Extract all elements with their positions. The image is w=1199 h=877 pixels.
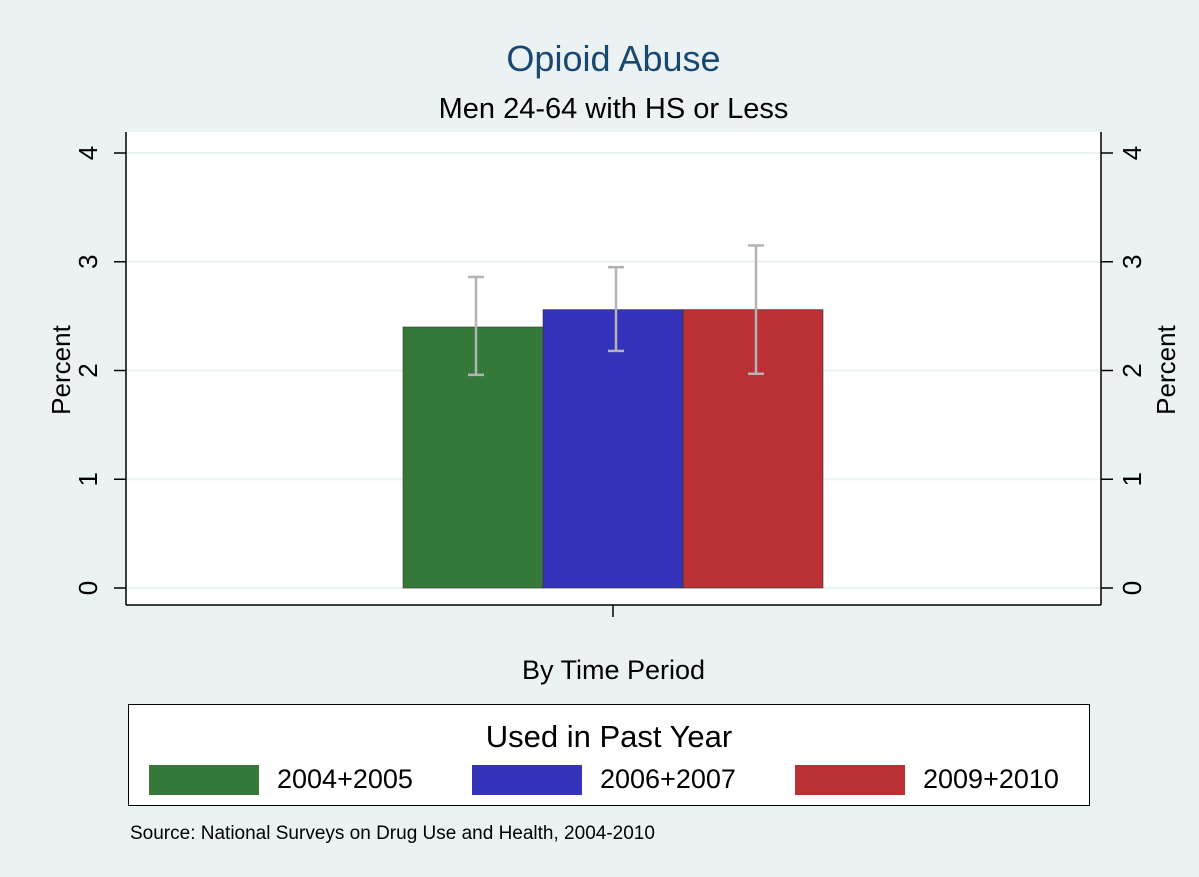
y-tick-label-right: 2 bbox=[1117, 363, 1147, 377]
y-tick-label-left: 0 bbox=[73, 581, 103, 595]
legend-swatch bbox=[149, 765, 259, 795]
legend-label: 2009+2010 bbox=[923, 764, 1059, 794]
y-tick-label-left: 4 bbox=[73, 146, 103, 160]
bar bbox=[542, 309, 684, 589]
chart-subtitle: Men 24-64 with HS or Less bbox=[438, 93, 789, 125]
legend-swatch bbox=[472, 765, 582, 795]
legend-title: Used in Past Year bbox=[485, 719, 733, 754]
y-tick-label-left: 1 bbox=[73, 472, 103, 486]
y-tick-label-right: 4 bbox=[1117, 146, 1147, 160]
y-tick-label-left: 2 bbox=[73, 363, 103, 377]
legend-swatch bbox=[795, 765, 905, 795]
chart-title: Opioid Abuse bbox=[506, 38, 721, 79]
x-axis-title: By Time Period bbox=[521, 655, 706, 685]
source-note: Source: National Surveys on Drug Use and… bbox=[130, 823, 655, 844]
bar bbox=[402, 326, 544, 589]
y-tick-label-right: 1 bbox=[1117, 472, 1147, 486]
bar bbox=[682, 309, 824, 589]
y-tick-label-right: 0 bbox=[1117, 581, 1147, 595]
y-axis-title-right: Percent bbox=[1151, 324, 1181, 414]
y-tick-label-left: 3 bbox=[73, 255, 103, 269]
y-axis-title-left: Percent bbox=[46, 324, 76, 414]
legend-label: 2004+2005 bbox=[277, 764, 413, 794]
legend: Used in Past Year 2004+2005 2006+2007 20… bbox=[128, 704, 1090, 806]
legend-label: 2006+2007 bbox=[600, 764, 736, 794]
y-tick-label-right: 3 bbox=[1117, 255, 1147, 269]
